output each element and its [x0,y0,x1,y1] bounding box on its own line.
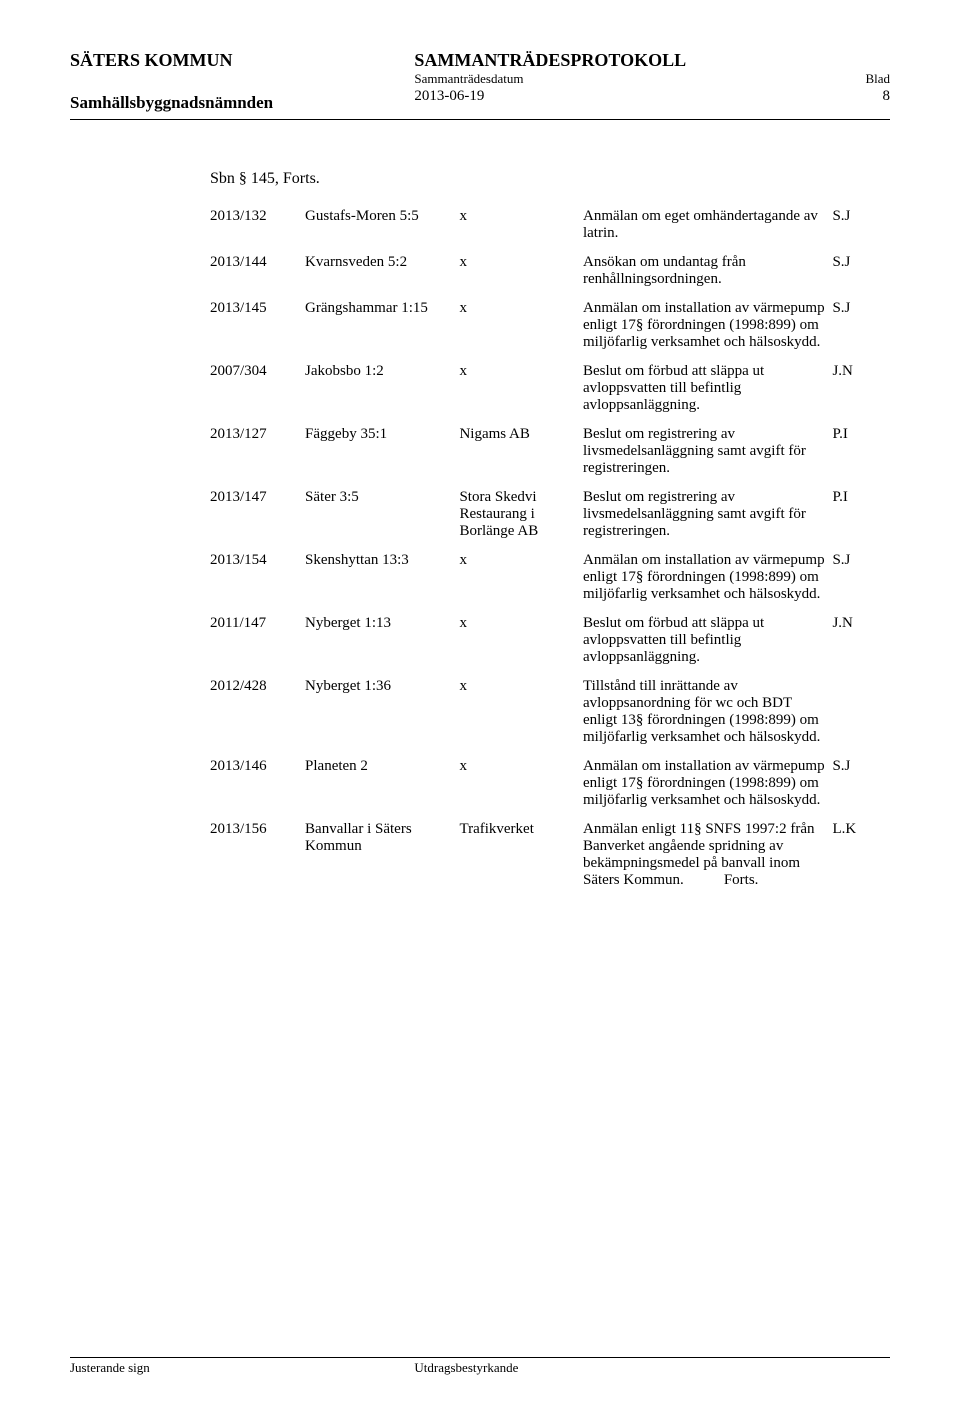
description: Anmälan om installation av värmepump enl… [583,294,832,357]
footer-attest-label: Utdragsbestyrkande [414,1360,890,1376]
property-designation: Skenshyttan 13:3 [305,546,459,609]
description: Beslut om förbud att släppa ut avloppsva… [583,609,832,672]
signature-initials: J.N [832,609,880,672]
table-row: 2011/147Nyberget 1:13xBeslut om förbud a… [210,609,880,672]
case-number: 2013/156 [210,815,305,895]
applicant: x [459,357,583,420]
section-title: Sbn § 145, Forts. [210,170,880,188]
property-designation: Gustafs-Moren 5:5 [305,202,459,248]
case-number: 2013/144 [210,248,305,294]
signature-initials: S.J [832,294,880,357]
case-number: 2013/127 [210,420,305,483]
description: Anmälan om eget omhändertagande av latri… [583,202,832,248]
table-row: 2013/147Säter 3:5Stora Skedvi Restaurang… [210,483,880,546]
case-number: 2007/304 [210,357,305,420]
signature-initials: S.J [832,752,880,815]
property-designation: Grängshammar 1:15 [305,294,459,357]
date-value: 2013-06-19 [414,88,484,105]
footer-sign-label: Justerande sign [70,1360,414,1376]
table-row: 2012/428Nyberget 1:36xTillstånd till inr… [210,672,880,752]
applicant: x [459,546,583,609]
case-number: 2013/146 [210,752,305,815]
table-row: 2013/156Banvallar i Säters KommunTrafikv… [210,815,880,895]
case-number: 2012/428 [210,672,305,752]
applicant: x [459,672,583,752]
description: Anmälan om installation av värmepump enl… [583,752,832,815]
property-designation: Nyberget 1:36 [305,672,459,752]
table-row: 2007/304Jakobsbo 1:2xBeslut om förbud at… [210,357,880,420]
signature-initials: P.I [832,483,880,546]
header-right: SAMMANTRÄDESPROTOKOLL Sammanträdesdatum … [414,50,890,113]
property-designation: Kvarnsveden 5:2 [305,248,459,294]
content-area: Sbn § 145, Forts. 2013/132Gustafs-Moren … [210,170,880,895]
property-designation: Jakobsbo 1:2 [305,357,459,420]
description-suffix: Forts. [724,872,759,889]
description: Ansökan om undantag från renhållningsord… [583,248,832,294]
table-row: 2013/127Fäggeby 35:1Nigams ABBeslut om r… [210,420,880,483]
description: Anmälan enligt 11§ SNFS 1997:2 från Banv… [583,815,832,895]
property-designation: Säter 3:5 [305,483,459,546]
table-row: 2013/132Gustafs-Moren 5:5xAnmälan om ege… [210,202,880,248]
property-designation: Nyberget 1:13 [305,609,459,672]
records-table: 2013/132Gustafs-Moren 5:5xAnmälan om ege… [210,202,880,895]
header-left: SÄTERS KOMMUN Samhällsbyggnadsnämnden [70,50,398,113]
applicant: Nigams AB [459,420,583,483]
applicant: x [459,294,583,357]
description: Anmälan om installation av värmepump enl… [583,546,832,609]
description: Beslut om registrering av livsmedelsanlä… [583,420,832,483]
applicant: x [459,752,583,815]
case-number: 2011/147 [210,609,305,672]
table-row: 2013/144Kvarnsveden 5:2xAnsökan om undan… [210,248,880,294]
signature-initials: S.J [832,546,880,609]
case-number: 2013/145 [210,294,305,357]
table-row: 2013/145Grängshammar 1:15xAnmälan om ins… [210,294,880,357]
signature-initials: L.K [832,815,880,895]
applicant: Trafikverket [459,815,583,895]
signature-initials: S.J [832,202,880,248]
committee-name: Samhällsbyggnadsnämnden [70,93,398,113]
document-header: SÄTERS KOMMUN Samhällsbyggnadsnämnden SA… [70,50,890,113]
table-row: 2013/146Planeten 2xAnmälan om installati… [210,752,880,815]
document-type: SAMMANTRÄDESPROTOKOLL [414,50,890,71]
applicant: x [459,248,583,294]
property-designation: Planeten 2 [305,752,459,815]
applicant: x [459,202,583,248]
case-number: 2013/154 [210,546,305,609]
description: Beslut om förbud att släppa ut avloppsva… [583,357,832,420]
applicant: x [459,609,583,672]
signature-initials: S.J [832,248,880,294]
header-divider [70,119,890,120]
description: Tillstånd till inrättande av avloppsanor… [583,672,832,752]
case-number: 2013/132 [210,202,305,248]
page-label: Blad [865,71,890,87]
signature-initials [832,672,880,752]
description: Beslut om registrering av livsmedelsanlä… [583,483,832,546]
date-label: Sammanträdesdatum [414,71,523,87]
signature-initials: J.N [832,357,880,420]
table-row: 2013/154Skenshyttan 13:3xAnmälan om inst… [210,546,880,609]
property-designation: Fäggeby 35:1 [305,420,459,483]
page-value: 8 [883,88,891,105]
property-designation: Banvallar i Säters Kommun [305,815,459,895]
case-number: 2013/147 [210,483,305,546]
header-meta-values: 2013-06-19 8 [414,88,890,105]
signature-initials: P.I [832,420,880,483]
applicant: Stora Skedvi Restaurang i Borlänge AB [459,483,583,546]
org-name: SÄTERS KOMMUN [70,50,398,71]
header-meta-labels: Sammanträdesdatum Blad [414,71,890,87]
page-footer: Justerande sign Utdragsbestyrkande [70,1357,890,1376]
